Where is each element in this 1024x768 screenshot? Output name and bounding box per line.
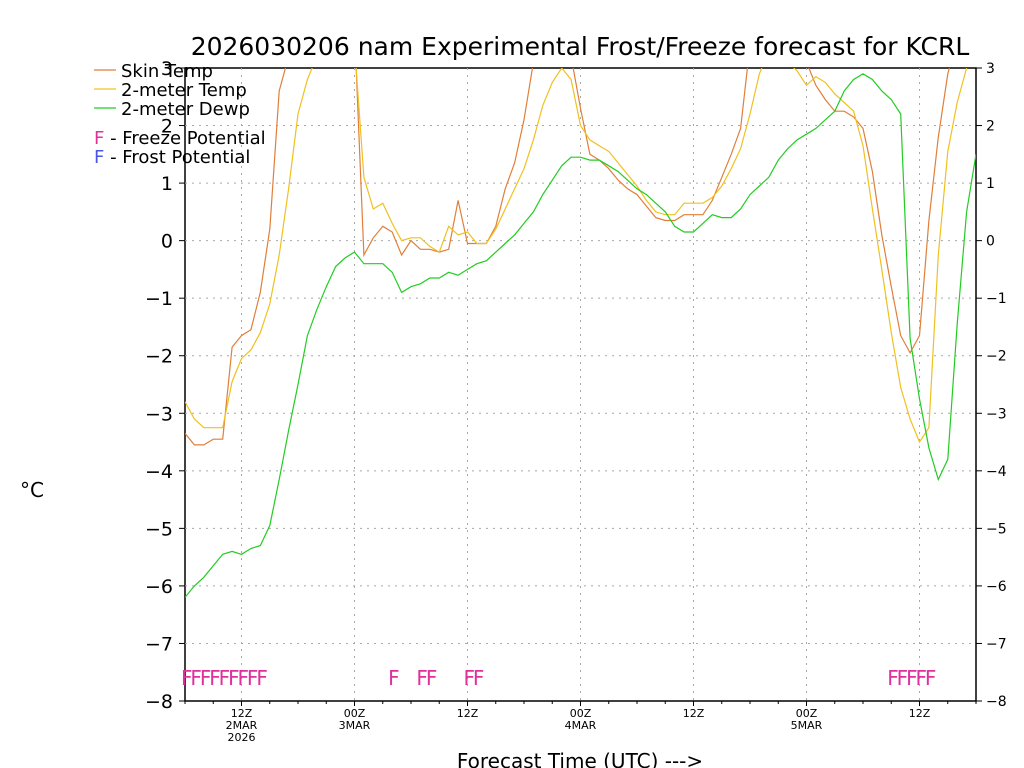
y-tick-label-right: −7 (986, 636, 1007, 652)
y-tick-label-left: −2 (145, 346, 173, 368)
freeze-marker: F (256, 666, 268, 690)
y-tick-label-right: −5 (986, 521, 1007, 537)
freeze-marker: F (219, 666, 231, 690)
x-axis-label: Forecast Time (UTC) ---> (457, 749, 703, 768)
freeze-marker: F (416, 666, 428, 690)
y-tick-label-right: 3 (986, 61, 995, 77)
freeze-marker: F (426, 666, 438, 690)
y-tick-label-right: −1 (986, 291, 1007, 307)
y-tick-label-left: −1 (145, 288, 173, 310)
y-tick-label-left: −7 (145, 633, 173, 655)
freeze-marker: F (247, 666, 259, 690)
x-tick-label: 2026 (228, 731, 256, 744)
legend-label: Skin Temp (121, 61, 213, 82)
x-tick-label: 12Z (457, 707, 479, 720)
x-tick-label: 3MAR (339, 719, 371, 732)
freeze-marker: F (209, 666, 221, 690)
series-line-2-meter-temp (185, 68, 968, 444)
y-tick-label-right: 2 (986, 119, 995, 135)
freeze-marker: F (916, 666, 928, 690)
freeze-marker: F (464, 666, 476, 690)
y-tick-label-right: −8 (986, 694, 1007, 710)
freeze-marker: F (388, 666, 400, 690)
y-tick-label-left: 2 (161, 116, 173, 138)
y-tick-label-right: 1 (986, 176, 995, 192)
chart-title: 2026030206 nam Experimental Frost/Freeze… (191, 32, 970, 61)
freeze-marker: F (906, 666, 918, 690)
freeze-marker: F (200, 666, 212, 690)
x-tick-label: 2MAR (226, 719, 258, 732)
legend-label: 2-meter Temp (121, 80, 247, 101)
series-line-skin-temp (185, 68, 950, 446)
y-tick-label-left: 1 (161, 173, 173, 195)
x-tick-label: 12Z (909, 707, 931, 720)
y-tick-label-right: 0 (986, 234, 995, 250)
freeze-marker: F (897, 666, 909, 690)
series-line-2-meter-dewp (185, 73, 976, 598)
freeze-marker: F (925, 666, 937, 690)
freeze-marker: F (473, 666, 485, 690)
y-tick-label-left: −4 (145, 461, 173, 483)
y-tick-label-left: −6 (145, 576, 173, 598)
x-tick-label: 5MAR (791, 719, 823, 732)
y-tick-label-left: −3 (145, 403, 173, 425)
grid (185, 68, 976, 701)
x-tick-label: 00Z (344, 707, 366, 720)
x-tick-label: 12Z (683, 707, 705, 720)
legend-label: 2-meter Dewp (121, 99, 250, 120)
x-tick-label: 4MAR (565, 719, 597, 732)
y-axis-ticks: −8 −8 −7 −7 −6 −6 −5 −5 −4 −4 −3 −3 −2 −2 −1 −1 0 0 1 1 2 2 3 3 (145, 58, 1007, 713)
y-axis-label: °C (20, 478, 44, 502)
y-tick-label-left: −5 (145, 518, 173, 540)
freeze-marker: F (238, 666, 250, 690)
y-tick-label-right: −2 (986, 349, 1007, 365)
x-tick-label: 00Z (570, 707, 592, 720)
legend-potential-label: F - Freeze Potential (94, 128, 266, 149)
y-tick-label-left: 3 (161, 58, 173, 80)
x-tick-label: 12Z (231, 707, 253, 720)
y-tick-label-right: −3 (986, 406, 1007, 422)
y-tick-label-right: −6 (986, 579, 1007, 595)
x-tick-label: 00Z (796, 707, 818, 720)
series-lines (185, 68, 976, 598)
y-tick-label-left: 0 (161, 231, 173, 253)
freeze-marker: F (181, 666, 193, 690)
freeze-marker: F (190, 666, 202, 690)
y-tick-label-right: −4 (986, 464, 1007, 480)
freeze-marker: F (887, 666, 899, 690)
freeze-marker: F (228, 666, 240, 690)
y-tick-label-left: −8 (145, 691, 173, 713)
legend-potential-label: F - Frost Potential (94, 147, 250, 168)
